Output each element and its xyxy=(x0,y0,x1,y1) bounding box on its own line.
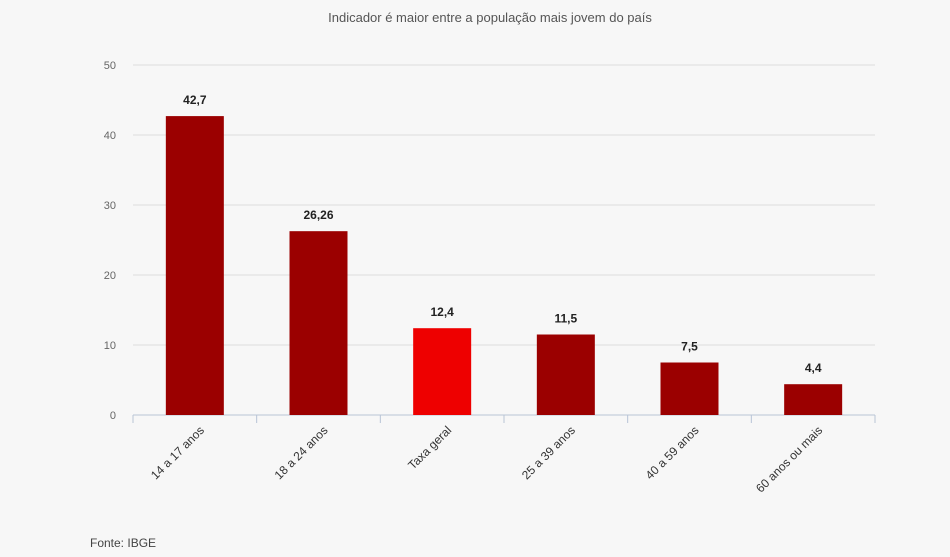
data-label: 11,5 xyxy=(554,312,577,326)
y-tick-label: 40 xyxy=(104,130,116,142)
data-label: 4,4 xyxy=(805,361,822,375)
x-category-label: 40 a 59 anos xyxy=(643,423,702,482)
x-category-label: 25 a 39 anos xyxy=(519,423,578,482)
bar xyxy=(784,384,843,415)
y-tick-label: 10 xyxy=(104,340,116,352)
chart-title: Indicador é maior entre a população mais… xyxy=(328,10,652,25)
data-label: 42,7 xyxy=(183,93,207,107)
x-category-label: 60 anos ou mais xyxy=(753,423,825,495)
data-label: 12,4 xyxy=(430,305,454,319)
y-tick-label: 50 xyxy=(104,60,116,72)
bar xyxy=(165,116,224,415)
x-category-label: 14 a 17 anos xyxy=(148,423,207,482)
bar xyxy=(536,334,595,415)
x-category-label: Taxa geral xyxy=(405,423,454,472)
bar xyxy=(660,362,719,415)
data-label: 26,26 xyxy=(303,208,333,222)
bar xyxy=(289,231,348,415)
y-tick-label: 20 xyxy=(104,270,116,282)
y-tick-label: 30 xyxy=(104,200,116,212)
bar xyxy=(413,328,472,415)
x-category-label: 18 a 24 anos xyxy=(272,423,331,482)
source-note: Fonte: IBGE xyxy=(90,536,157,550)
y-tick-label: 0 xyxy=(110,410,116,422)
data-label: 7,5 xyxy=(681,340,698,354)
